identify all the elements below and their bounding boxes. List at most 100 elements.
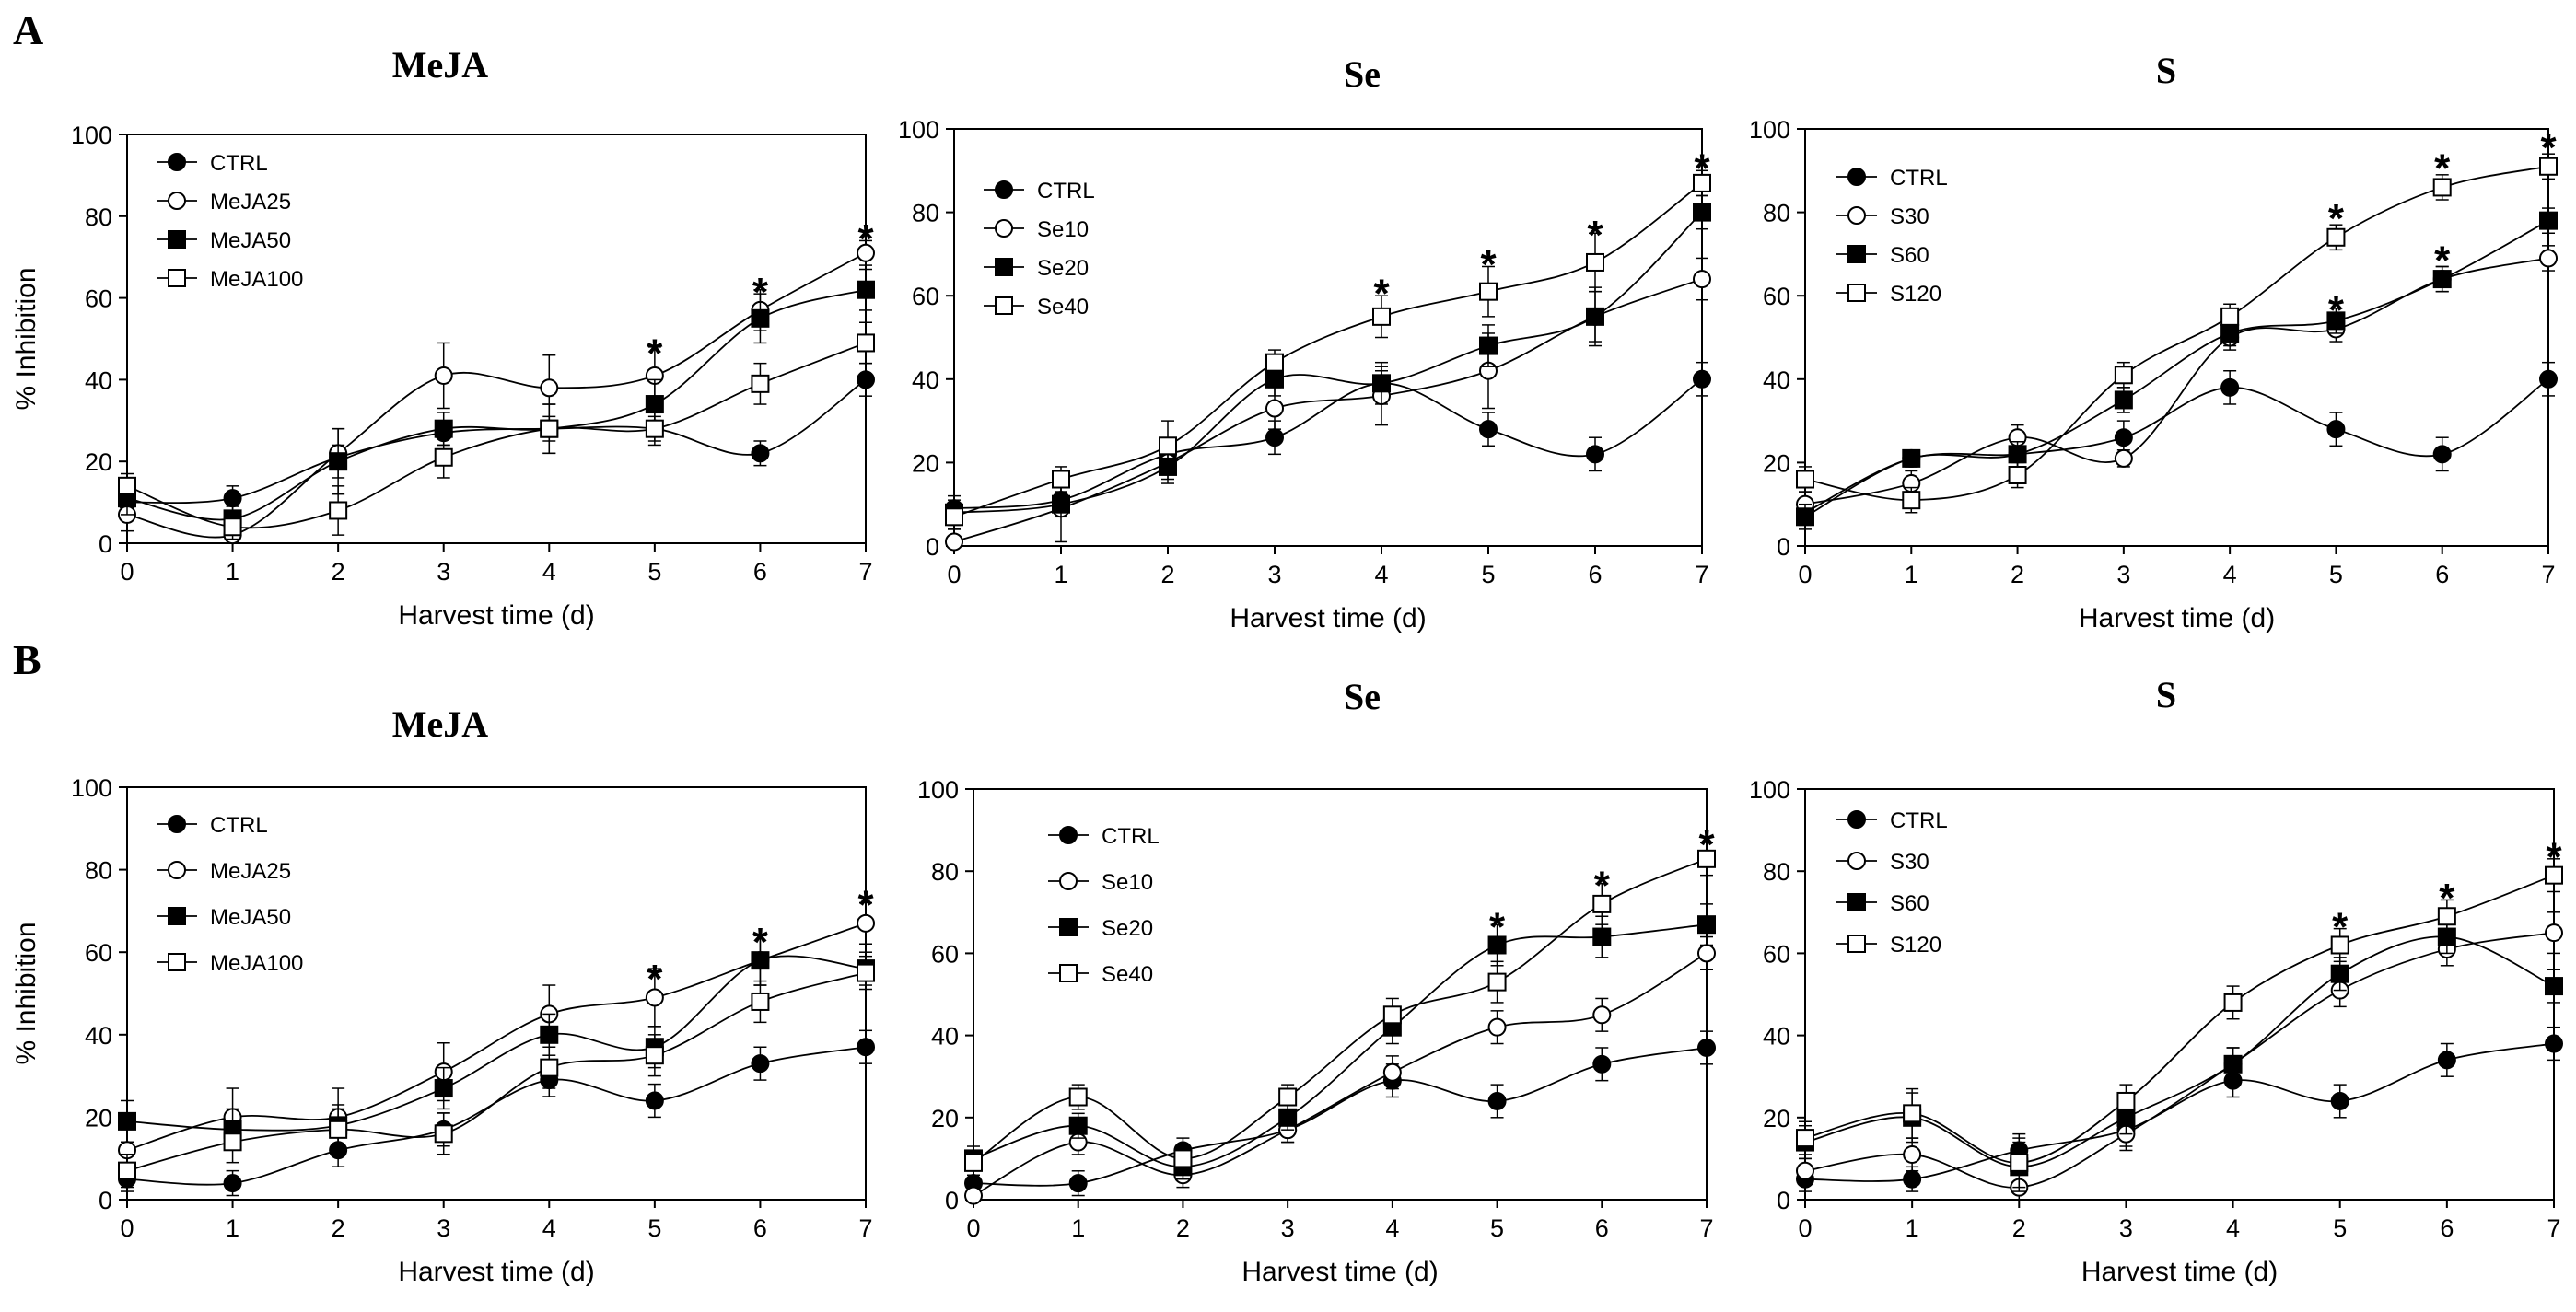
- legend-marker: [995, 219, 1013, 238]
- legend-label: S120: [1890, 933, 1941, 958]
- legend-label: MeJA25: [210, 859, 291, 884]
- legend-marker: [1847, 935, 1866, 953]
- data-point: [434, 1079, 453, 1098]
- legend-marker: [995, 296, 1013, 315]
- x-tick-label: 6: [753, 558, 767, 586]
- chart-title: Se: [1344, 53, 1381, 95]
- x-tick-label: 2: [332, 558, 345, 586]
- data-point: [645, 419, 664, 438]
- series-line: [973, 1047, 1708, 1187]
- data-point: [1052, 470, 1070, 489]
- data-point: [1278, 1108, 1298, 1127]
- data-point: [2545, 1034, 2563, 1053]
- significance-star: *: [1587, 213, 1603, 258]
- x-tick-label: 4: [1385, 1214, 1399, 1242]
- y-tick-label: 20: [1763, 449, 1790, 477]
- chart-a-se: Se 0 20 40 60 80 100 0 1 2 3 4 5 6 7 Harvest time (d) * *…: [898, 53, 1711, 633]
- data-point: [2539, 211, 2558, 230]
- legend-item: CTRL: [157, 151, 268, 176]
- legend-item: S30: [1836, 850, 1929, 875]
- x-axis-label: Harvest time (d): [1230, 603, 1426, 633]
- data-point: [1265, 399, 1284, 418]
- legend-label: CTRL: [1890, 166, 1948, 191]
- data-point: [1697, 1038, 1716, 1057]
- data-point: [223, 1132, 242, 1152]
- x-tick-label: 7: [1699, 1214, 1713, 1242]
- legend-marker: [168, 861, 186, 879]
- series-meja100: [118, 321, 875, 540]
- x-tick-label: 6: [753, 1214, 767, 1242]
- y-tick-label: 0: [1777, 533, 1790, 561]
- x-tick-label: 4: [2226, 1214, 2240, 1242]
- data-point: [434, 1124, 453, 1144]
- legend-label: CTRL: [1890, 808, 1948, 833]
- legend-marker: [995, 258, 1013, 276]
- data-point: [1487, 1017, 1507, 1037]
- data-point: [1902, 448, 1921, 468]
- y-tick-label: 100: [71, 774, 112, 802]
- data-point: [118, 1161, 136, 1180]
- x-axis-label: Harvest time (d): [1241, 1257, 1438, 1287]
- legend-item: Se40: [984, 295, 1089, 319]
- x-tick-label: 2: [332, 1214, 345, 1242]
- legend-marker: [1847, 206, 1866, 225]
- legend-item: CTRL: [984, 179, 1095, 203]
- significance-star: *: [2434, 146, 2451, 192]
- y-tick-label: 60: [912, 283, 939, 310]
- x-tick-label: 1: [1071, 1214, 1085, 1242]
- x-tick-label: 3: [437, 558, 450, 586]
- data-point: [223, 517, 242, 537]
- significance-star: *: [1594, 864, 1611, 909]
- data-point: [1693, 270, 1711, 289]
- data-point: [1479, 420, 1498, 439]
- y-tick-label: 60: [85, 939, 112, 967]
- legend-marker: [1847, 168, 1866, 186]
- data-point: [1173, 1149, 1193, 1168]
- series-s120: [1796, 858, 2563, 1189]
- x-tick-label: 2: [2011, 561, 2024, 588]
- data-point: [1382, 1005, 1402, 1025]
- series-line: [126, 251, 867, 539]
- data-point: [2223, 993, 2243, 1012]
- data-point: [1586, 307, 1604, 326]
- y-tick-label: 60: [931, 940, 959, 968]
- legend-label: S120: [1890, 282, 1941, 307]
- y-tick-label: 80: [85, 203, 112, 231]
- series-line: [1804, 935, 2555, 1168]
- y-tick-label: 20: [912, 449, 939, 477]
- x-tick-label: 0: [120, 1214, 134, 1242]
- data-point: [2437, 1051, 2456, 1070]
- data-point: [1487, 1091, 1507, 1110]
- legend-label: Se40: [1102, 962, 1153, 987]
- legend-item: S60: [1836, 243, 1929, 268]
- data-point: [1372, 374, 1391, 393]
- chart-title: MeJA: [392, 44, 489, 86]
- x-tick-label: 5: [647, 1214, 661, 1242]
- y-axis-label: % Inhibition: [11, 267, 41, 410]
- panel-label-a: A: [13, 6, 43, 53]
- data-point: [1796, 1129, 1814, 1148]
- x-tick-label: 1: [226, 1214, 239, 1242]
- data-point: [434, 447, 453, 467]
- y-tick-label: 0: [945, 1187, 959, 1214]
- data-point: [2432, 445, 2452, 464]
- data-point: [1382, 1062, 1402, 1082]
- legend: CTRL Se10 Se20 Se40: [984, 179, 1095, 319]
- legend-item: Se10: [1048, 870, 1153, 895]
- significance-star: *: [1698, 822, 1715, 867]
- data-point: [2432, 270, 2452, 289]
- data-point: [857, 963, 875, 982]
- significance-star: *: [857, 216, 874, 261]
- x-tick-label: 7: [2547, 1214, 2560, 1242]
- data-point: [1693, 203, 1711, 222]
- x-tick-label: 1: [1905, 561, 1918, 588]
- y-tick-label: 40: [931, 1023, 959, 1051]
- data-point: [2010, 1153, 2029, 1172]
- significance-star: *: [2439, 876, 2455, 921]
- data-point: [1796, 470, 1814, 489]
- data-point: [540, 1058, 559, 1077]
- y-tick-label: 20: [931, 1105, 959, 1132]
- data-point: [964, 1186, 983, 1205]
- data-point: [1902, 491, 1921, 510]
- data-point: [118, 476, 136, 495]
